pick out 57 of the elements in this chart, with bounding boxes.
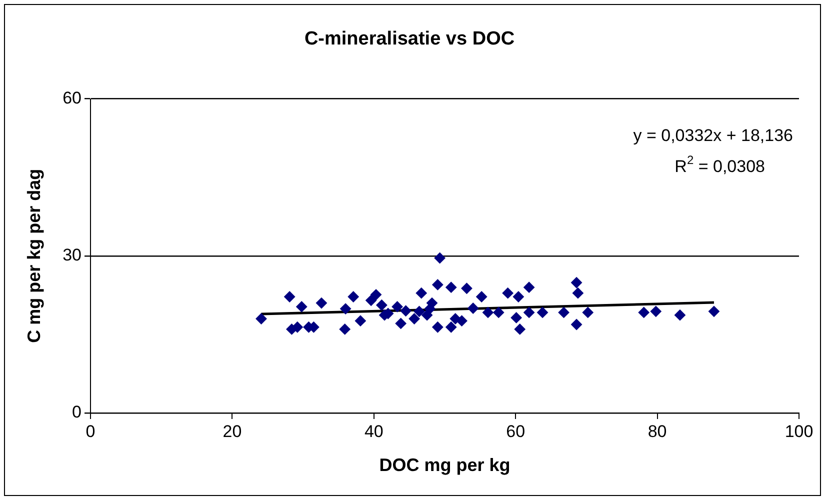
y-tick-label: 0 [72,402,82,422]
point [450,313,461,324]
point [296,301,308,312]
point [446,322,457,333]
point [339,324,350,335]
point [354,315,366,326]
point [340,303,352,314]
point [512,291,524,302]
point [392,301,403,312]
point [493,306,504,318]
point [571,319,582,330]
point [376,300,388,311]
point [537,306,548,318]
x-axis-title: DOC mg per kg [379,455,510,476]
point [510,312,522,324]
point [434,252,446,264]
x-tick-label: 80 [648,422,667,441]
point [468,302,479,314]
point [650,306,662,317]
point [524,306,535,318]
point [400,305,412,316]
point [446,282,457,293]
x-tick-label: 0 [86,422,96,441]
point [395,318,406,329]
x-tick-label: 60 [506,422,526,441]
point [482,306,494,318]
point [432,279,444,290]
point [414,306,425,317]
point [408,313,420,324]
x-tick-label: 100 [784,422,814,441]
y-tick-label: 60 [62,88,82,108]
point [572,288,584,299]
point [284,291,296,302]
point [708,306,720,317]
point [524,282,535,293]
point [316,298,327,309]
point [348,291,359,302]
x-tick-label: 40 [364,422,384,441]
point [366,294,377,306]
point [638,306,650,318]
point [502,288,514,299]
x-tick-label: 20 [222,422,242,441]
point [558,306,570,318]
chart-title: C-mineralisatie vs DOC [304,28,515,50]
point [370,289,382,300]
y-tick-label: 30 [62,246,82,265]
point [571,277,582,288]
point [582,306,594,318]
point [674,310,686,321]
point [476,291,488,302]
point [461,282,472,294]
y-axis-title: C mg per kg per dag [24,168,44,343]
annotation: y = 0,0332x + 18,136 [633,126,794,145]
point [416,288,427,299]
point [514,324,526,335]
point [432,322,444,333]
point [256,313,267,324]
